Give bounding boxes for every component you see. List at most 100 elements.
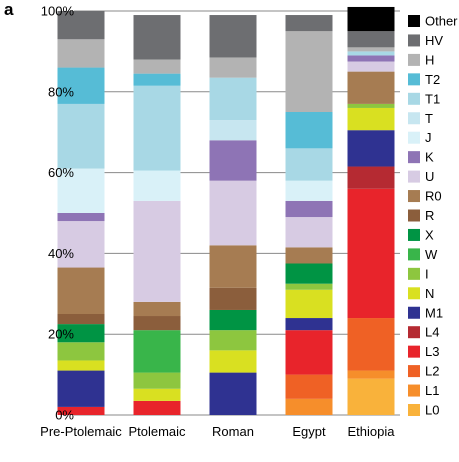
legend-item: J [408, 130, 432, 145]
legend-item: R [408, 208, 434, 223]
bar-segment [285, 263, 333, 284]
bar-segment [347, 51, 395, 56]
legend-swatch [408, 92, 420, 105]
x-category-label: Egypt [292, 424, 326, 439]
legend-label: H [425, 52, 434, 67]
legend-item: W [408, 247, 438, 262]
bar-segment [133, 301, 181, 317]
bar-segment [209, 57, 257, 78]
bar-stack [133, 15, 181, 415]
bar-segment [347, 71, 395, 104]
legend-label: L4 [425, 325, 439, 340]
bar-segment [57, 168, 105, 213]
bar-stack [285, 15, 333, 415]
legend-label: R [425, 208, 434, 223]
bar-stack [347, 6, 395, 415]
y-tick-label: 20% [48, 327, 74, 342]
legend-item: U [408, 169, 434, 184]
bar-segment [57, 314, 105, 325]
bar-segment [57, 324, 105, 343]
legend-item: T2 [408, 72, 440, 87]
bar-segment [209, 330, 257, 351]
bar-segment [133, 15, 181, 60]
bar-segment [285, 112, 333, 149]
y-axis: 0% 20% 40% 60% 80% 100% [41, 4, 75, 423]
bar-segment [285, 398, 333, 415]
bar-segment [347, 103, 395, 108]
bar-segment [285, 180, 333, 201]
bar-segment [347, 318, 395, 371]
bar-segment [57, 213, 105, 222]
legend-label: I [425, 266, 429, 281]
bar-segment [347, 378, 395, 415]
bar-segment [347, 188, 395, 319]
bar-segment [285, 148, 333, 181]
bar-segment [285, 31, 333, 113]
bar-segment [285, 330, 333, 375]
x-category-label: Ptolemaic [128, 424, 186, 439]
legend-swatch [408, 73, 420, 86]
bar-segment [285, 217, 333, 248]
bar-segment [347, 6, 395, 32]
bar-segment [285, 289, 333, 319]
bar-segment [285, 318, 333, 331]
bar-segment [57, 406, 105, 415]
legend-item: Other [408, 14, 458, 29]
bar-segment [285, 200, 333, 218]
x-category-label: Roman [212, 424, 254, 439]
bar-stack [57, 11, 105, 415]
legend-label: Other [425, 14, 458, 29]
legend-item: T [408, 111, 433, 126]
bar-segment [133, 170, 181, 201]
bar-segment [285, 283, 333, 290]
legend-label: U [425, 169, 434, 184]
legend-item: X [408, 227, 434, 242]
bar-segment [133, 400, 181, 415]
bar-segment [347, 61, 395, 72]
bar-segment [285, 374, 333, 399]
bar-segment [57, 267, 105, 314]
bar-segment [285, 247, 333, 264]
legend-label: T2 [425, 72, 440, 87]
legend-item: H [408, 52, 434, 67]
bar-segment [209, 309, 257, 331]
legend-swatch [408, 326, 420, 339]
legend-label: HV [425, 33, 443, 48]
bar-segment [285, 15, 333, 32]
x-category-label: Ethiopia [348, 424, 396, 439]
legend-swatch [408, 15, 420, 27]
legend-label: X [425, 227, 434, 242]
bar-segment [209, 77, 257, 121]
x-category-label: Pre-Ptolemaic [40, 424, 122, 439]
bar-segment [57, 39, 105, 68]
legend-swatch [408, 306, 420, 319]
y-tick-label: 40% [48, 246, 74, 261]
legend-swatch [408, 384, 420, 397]
legend-swatch [408, 190, 420, 203]
bar-stacks [57, 6, 395, 415]
legend-item: L3 [408, 344, 439, 359]
bar-segment [347, 55, 395, 62]
legend-swatch [408, 345, 420, 358]
y-tick-label: 0% [55, 408, 74, 423]
gridlines [74, 10, 400, 416]
bar-segment [133, 372, 181, 389]
bar-segment [133, 200, 181, 302]
bar-segment [347, 166, 395, 189]
bar-segment [57, 342, 105, 361]
y-tick-label: 80% [48, 84, 74, 99]
bar-segment [57, 221, 105, 268]
legend-swatch [408, 53, 420, 66]
legend-item: R0 [408, 189, 442, 204]
legend-label: T1 [425, 91, 440, 106]
legend-label: L1 [425, 383, 439, 398]
legend-item: L2 [408, 364, 439, 379]
bar-segment [209, 372, 257, 415]
legend-label: R0 [425, 189, 442, 204]
legend-swatch [408, 365, 420, 378]
y-tick-label: 60% [48, 165, 74, 180]
legend-item: T1 [408, 91, 440, 106]
legend-swatch [408, 248, 420, 261]
legend-label: L0 [425, 403, 439, 418]
